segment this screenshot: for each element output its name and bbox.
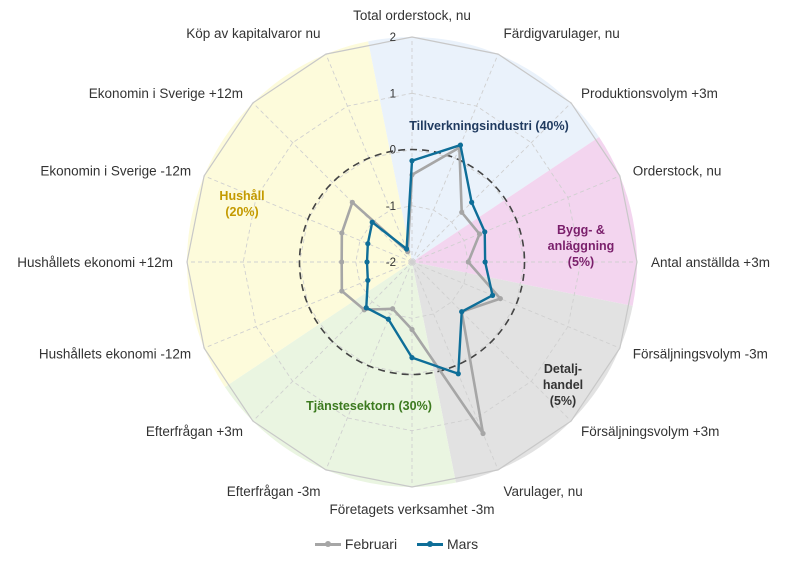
data-point-mars-4[interactable] (482, 259, 488, 265)
data-point-mars-2[interactable] (469, 199, 475, 205)
data-point-mars-5[interactable] (489, 292, 496, 298)
data-point-mars-11[interactable] (365, 277, 371, 283)
axis-label: Orderstock, nu (633, 164, 722, 179)
data-point-februari-7[interactable] (480, 430, 486, 437)
tick-label: -2 (386, 257, 396, 269)
legend-label-mars: Mars (446, 536, 479, 552)
legend-item-februari[interactable]: Februari (314, 536, 398, 552)
sector-label-2: (5%) (550, 394, 576, 408)
sector-label-0: Tillverkningsindustri (40%) (409, 119, 569, 133)
data-point-mars-8[interactable] (409, 355, 415, 361)
data-point-februari-14[interactable] (349, 199, 355, 205)
grid-spoke-1 (411, 53, 499, 263)
data-point-mars-12[interactable] (364, 259, 370, 265)
data-point-mars-9[interactable] (385, 316, 391, 322)
sector-label-1: anläggning (548, 239, 615, 253)
legend-swatch-februari (314, 539, 341, 549)
axis-label: Efterfrågan -3m (227, 484, 321, 499)
data-point-februari-9[interactable] (390, 306, 396, 312)
data-point-mars-3[interactable] (482, 229, 488, 235)
sector-label-2: handel (543, 378, 583, 392)
sector-wedge-0 (368, 36, 600, 262)
data-point-mars-6[interactable] (459, 309, 465, 315)
grid-spoke-11 (203, 261, 413, 349)
sector-wedge-3 (224, 262, 456, 487)
data-point-februari-12[interactable] (339, 259, 345, 265)
sector-wedge-4 (187, 41, 412, 388)
category-labels: Total orderstock, nu Färdigvarulager, nu P… (17, 8, 770, 517)
tick-label: 0 (390, 145, 396, 157)
sector-label-4: (20%) (225, 205, 258, 219)
data-point-februari-2[interactable] (459, 209, 465, 215)
legend-label-februari: Februari (344, 536, 398, 552)
legend-item-mars[interactable]: Mars (416, 536, 479, 552)
axis-label: Köp av kapitalvaror nu (186, 26, 320, 41)
axis-label: Efterfrågan +3m (146, 424, 243, 439)
reference-circle-layer (298, 148, 526, 376)
tick-label: 1 (390, 88, 396, 100)
axis-label: Hushållets ekonomi -12m (39, 346, 191, 361)
legend: Februari Mars (0, 536, 793, 552)
axis-label: Produktionsvolym +3m (581, 86, 718, 101)
axis-label: Företagets verksamhet -3m (329, 502, 494, 517)
series-mars (363, 142, 496, 377)
sector-label-2: Detalj- (544, 362, 582, 376)
tick-label: -1 (386, 201, 396, 213)
sector-label-1: (5%) (568, 255, 594, 269)
data-point-mars-1[interactable] (457, 142, 464, 148)
data-point-februari-13[interactable] (339, 230, 345, 236)
data-point-mars-10[interactable] (363, 305, 369, 311)
data-point-mars-13[interactable] (365, 241, 371, 247)
sector-label-3: Tjänstesektorn (30%) (306, 399, 432, 413)
grid-spoke-14 (252, 102, 413, 263)
axis-label: Försäljningsvolym -3m (633, 346, 768, 361)
data-point-mars-7[interactable] (455, 371, 461, 377)
data-point-februari-8[interactable] (409, 326, 415, 333)
data-point-mars-14[interactable] (369, 219, 375, 225)
axis-label: Färdigvarulager, nu (503, 26, 619, 41)
axis-label: Ekonomin i Sverige +12m (89, 86, 243, 101)
axis-label: Varulager, nu (503, 484, 582, 499)
axis-label: Total orderstock, nu (353, 8, 471, 23)
data-point-februari-5[interactable] (497, 295, 503, 302)
radar-chart: 2 1 0 -1 -2 Total orderstock, nu Färdigvarula… (17, 8, 770, 517)
data-point-februari-4[interactable] (465, 259, 471, 265)
data-point-mars-15[interactable] (404, 246, 410, 252)
axis-label: Ekonomin i Sverige -12m (40, 164, 191, 179)
grid-spoke-5 (411, 261, 621, 349)
axis-label: Försäljningsvolym +3m (581, 424, 719, 439)
sector-labels: Tillverkningsindustri (40%) Bygg- & anlägg… (219, 119, 614, 413)
axis-label: Hushållets ekonomi +12m (17, 255, 173, 270)
zero-reference-circle (298, 148, 526, 376)
legend-swatch-mars (416, 539, 443, 549)
data-point-februari-11[interactable] (339, 288, 345, 294)
tick-labels: 2 1 0 -1 -2 (386, 32, 396, 269)
tick-label: 2 (390, 32, 396, 44)
sector-label-1: Bygg- & (557, 223, 605, 237)
data-point-mars-0[interactable] (409, 158, 415, 164)
series-layer (339, 142, 503, 437)
axis-label: Antal anställda +3m (651, 255, 770, 270)
sector-label-4: Hushåll (219, 189, 264, 203)
data-point-februari-3[interactable] (476, 231, 483, 237)
